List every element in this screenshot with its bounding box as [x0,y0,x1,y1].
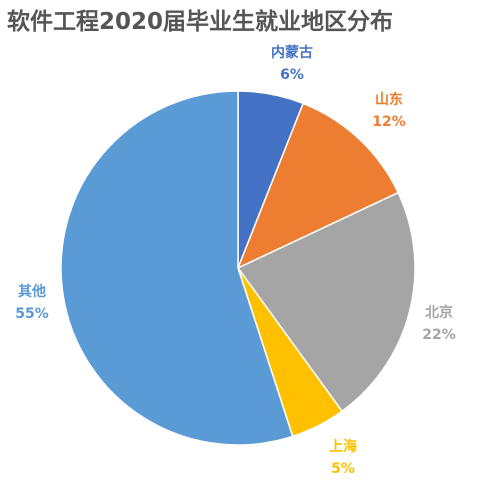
slice-percent-label-0: 6% [280,67,304,83]
slice-category-label-1: 山东 [375,91,403,108]
pie-labels: 内蒙古 6% 山东 12% 北京 22% 上海 5% 其他 55% [15,44,456,477]
slice-percent-label-4: 55% [15,306,49,322]
pie-slice-1 [236,102,400,270]
pie-slices [60,90,416,446]
slice-percent-label-3: 5% [331,461,355,477]
chart-title: 软件工程2020届毕业生就业地区分布 [7,9,394,35]
slice-category-label-2: 北京 [425,304,453,321]
slice-percent-label-1: 12% [372,114,406,130]
pie-slice-4 [60,90,294,446]
pie-slice-2 [236,191,416,413]
slice-category-label-4: 其他 [18,283,46,300]
slice-category-label-0: 内蒙古 [271,44,313,61]
slice-percent-label-2: 22% [422,327,456,343]
slice-category-label-3: 上海 [329,438,357,455]
